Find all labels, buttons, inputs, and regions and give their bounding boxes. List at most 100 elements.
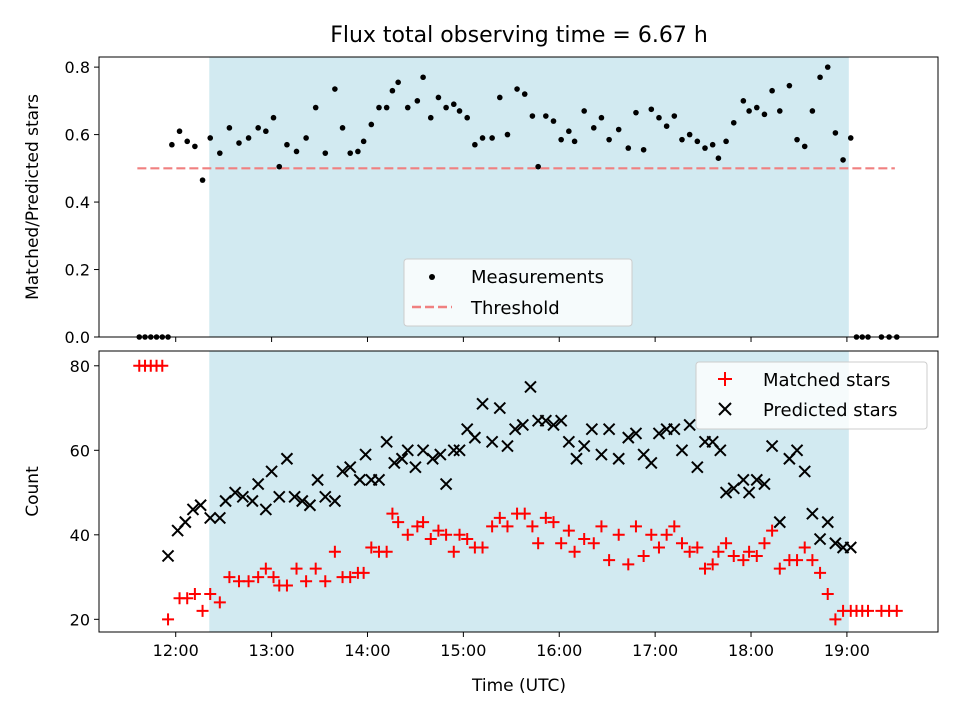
- matched-stars-point: [773, 562, 786, 575]
- predicted-stars-point: [468, 431, 482, 444]
- measurement-point: [656, 114, 662, 121]
- measurement-point: [694, 138, 701, 145]
- measurement-point: [420, 74, 426, 81]
- measurement-point: [489, 135, 495, 141]
- measurement-point: [801, 143, 808, 150]
- predicted-stars-point: [409, 460, 422, 474]
- matched-stars-point: [196, 604, 209, 617]
- measurement-point: [702, 145, 708, 151]
- matched-stars-point: [890, 604, 903, 617]
- matched-stars-point: [344, 571, 357, 584]
- measurement-point: [443, 104, 449, 111]
- predicted-stars-point: [539, 414, 553, 427]
- matched-stars-point: [447, 545, 460, 558]
- predicted-stars-point: [577, 439, 591, 453]
- y-tick-label: 80: [70, 357, 90, 376]
- measurement-point: [776, 108, 783, 114]
- measurement-point: [472, 141, 478, 148]
- measurement-point: [383, 104, 390, 111]
- matched-stars-point: [587, 537, 600, 550]
- measurement-point: [435, 94, 442, 101]
- y-tick-label: 60: [70, 441, 90, 460]
- measurement-point: [514, 86, 520, 92]
- predicted-stars-point: [485, 435, 499, 449]
- measurement-point: [347, 150, 354, 156]
- matched-stars-point: [547, 516, 560, 529]
- measurement-point: [761, 111, 768, 118]
- measurement-points: [136, 64, 900, 340]
- measurement-point: [566, 128, 572, 135]
- matched-stars-point: [213, 596, 226, 609]
- predicted-stars-point: [288, 490, 301, 503]
- matched-stars-point: [578, 533, 591, 546]
- predicted-stars-point: [336, 465, 349, 478]
- measurement-point: [590, 125, 597, 131]
- measurement-point: [270, 114, 277, 121]
- matched-stars-point: [156, 359, 169, 372]
- matched-stars-point: [568, 545, 581, 558]
- ratio-legend-box: [403, 258, 633, 327]
- legend-measurements-marker: [429, 274, 435, 280]
- matched-stars-point: [486, 520, 499, 533]
- measurement-point: [404, 104, 411, 111]
- matched-stars-point: [432, 524, 445, 537]
- matched-stars-point: [300, 575, 313, 588]
- measurement-point: [824, 64, 831, 70]
- measurement-point: [312, 104, 319, 111]
- predicted-stars-point: [353, 473, 367, 487]
- predicted-stars-point: [683, 418, 696, 432]
- predicted-stars-point: [516, 418, 530, 432]
- measurement-point: [226, 125, 233, 131]
- measurement-point: [521, 91, 528, 97]
- predicted-stars-point: [251, 477, 265, 491]
- measurement-point: [376, 104, 382, 111]
- matched-stars-point: [652, 541, 665, 554]
- matched-stars-point: [691, 541, 704, 554]
- matched-stars-point: [622, 558, 635, 571]
- predicted-stars-point: [562, 435, 576, 449]
- measurement-point: [671, 113, 678, 119]
- predicted-stars-point: [821, 515, 834, 529]
- predicted-stars-point: [691, 460, 704, 474]
- count-legend-box: [695, 361, 928, 430]
- matched-stars-point: [791, 554, 804, 567]
- measurement-point: [598, 114, 605, 121]
- ratio-panel-frame: [98, 56, 939, 338]
- y-tick-label: 0.6: [65, 126, 90, 145]
- legend-matched-marker: [718, 372, 732, 386]
- measurement-point: [847, 135, 854, 141]
- measurement-point: [263, 128, 269, 135]
- predicted-stars-point: [380, 435, 393, 449]
- matched-stars-point: [750, 549, 763, 562]
- matched-stars-point: [737, 554, 750, 567]
- measurement-point: [740, 98, 747, 104]
- predicted-stars-point: [344, 460, 357, 474]
- measurement-point: [640, 146, 647, 153]
- measurement-point: [679, 136, 685, 143]
- measurement-point: [543, 113, 549, 119]
- predicted-stars-point: [829, 537, 842, 550]
- matched-stars-point: [821, 587, 834, 600]
- predicted-stars-point: [714, 444, 727, 457]
- y-tick-label: 0.2: [65, 261, 90, 280]
- predicted-stars-point: [161, 549, 175, 563]
- predicted-stars-point: [570, 452, 583, 465]
- matched-stars-point: [493, 511, 506, 524]
- matched-stars-point: [290, 562, 303, 575]
- measurement-point: [529, 113, 536, 119]
- matched-stars-point: [162, 613, 175, 626]
- predicted-stars-point: [453, 444, 466, 457]
- matched-stars-point: [392, 516, 405, 529]
- y-tick-label: 40: [70, 526, 90, 545]
- measurement-point: [339, 125, 346, 131]
- matched-stars-point: [386, 507, 399, 520]
- measurement-point: [389, 87, 396, 94]
- predicted-stars-point: [265, 465, 278, 478]
- measurement-point: [414, 98, 421, 104]
- predicted-stars-point: [652, 427, 666, 440]
- matched-stars-point: [401, 528, 414, 541]
- y-tick-label: 0.8: [65, 58, 90, 77]
- predicted-stars-point: [401, 444, 414, 457]
- measurement-point: [332, 86, 338, 92]
- measurement-point: [633, 109, 639, 116]
